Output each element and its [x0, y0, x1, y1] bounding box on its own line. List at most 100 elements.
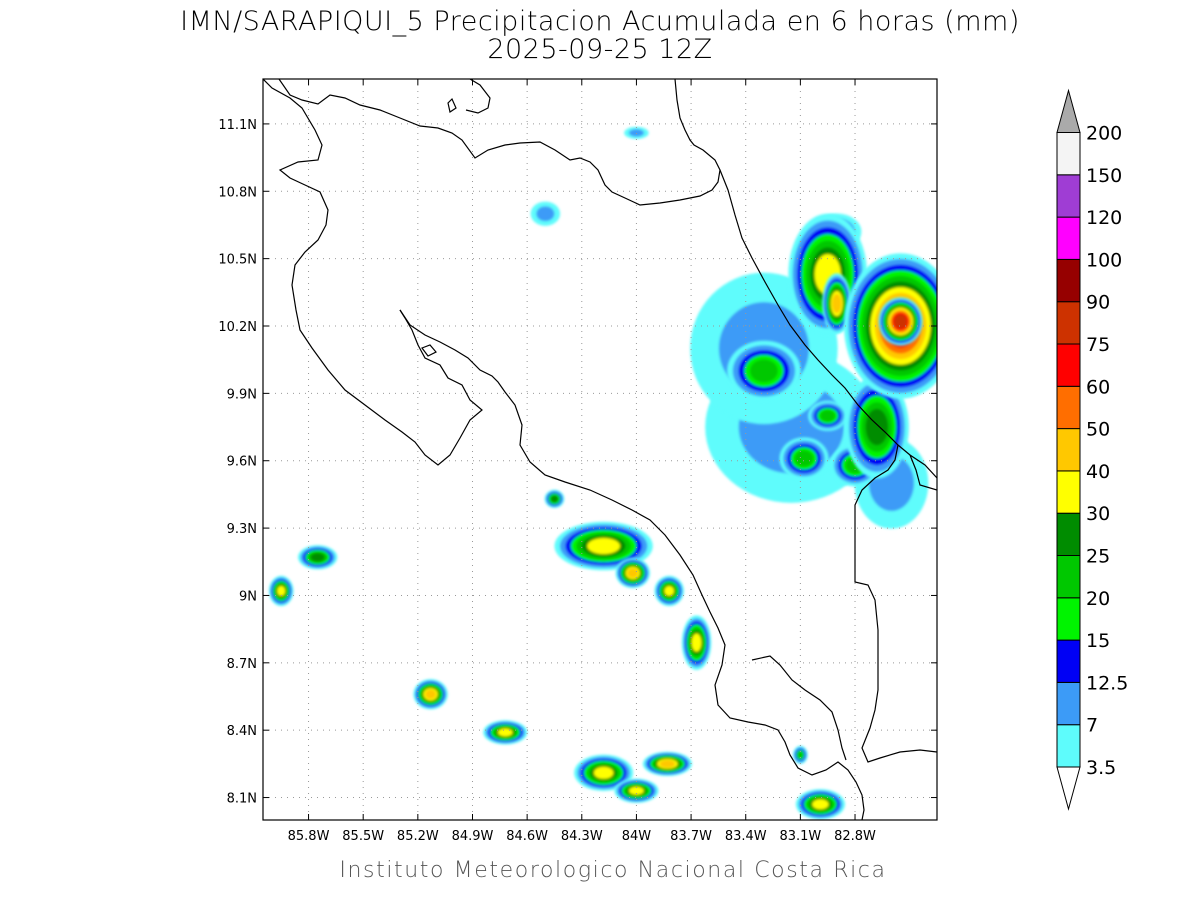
lon-tick-label: 82.8W	[834, 829, 876, 844]
colorbar-swatch	[1056, 385, 1081, 430]
lat-tick-label: 9.9N	[227, 387, 257, 402]
colorbar-label: 15	[1086, 630, 1110, 652]
lat-tick-label: 8.1N	[227, 792, 257, 807]
lon-tick-label: 85.5W	[342, 829, 384, 844]
precip-cell	[574, 754, 634, 792]
precip-cell	[268, 575, 294, 607]
precip-cell	[615, 557, 651, 589]
precipitation-colorbar: 3.5 7 12.5 15 20 25 30 40 50 60 75 90 100 120 150 200	[1056, 88, 1128, 811]
lat-tick-label: 10.8N	[218, 185, 257, 200]
precip-contour	[536, 206, 555, 222]
precip-cell	[793, 745, 808, 764]
colorbar-label: 100	[1086, 249, 1122, 271]
precip-contour	[691, 633, 702, 652]
precip-contour	[497, 728, 513, 737]
lat-tick-label: 11.1N	[218, 118, 257, 133]
colorbar-label: 150	[1086, 165, 1122, 187]
precip-cell	[544, 489, 565, 508]
colorbar-above-arrow	[1056, 88, 1081, 133]
colorbar-swatch	[1056, 470, 1081, 514]
colorbar-swatch	[1056, 132, 1081, 176]
map-title: IMN/SARAPIQUI_5 Precipitacion Acumulada …	[180, 6, 1020, 37]
colorbar-swatch	[1056, 555, 1081, 599]
precip-cell	[878, 297, 923, 346]
lon-tick-label: 84.9W	[452, 829, 494, 844]
precip-contour	[794, 450, 814, 467]
precip-cell	[779, 437, 829, 480]
precip-cell	[530, 201, 561, 226]
coastline-guanacaste	[263, 79, 483, 466]
map-subtitle-date: 2025-09-25 12Z	[487, 34, 712, 65]
colorbar-label: 60	[1086, 376, 1110, 398]
precip-cell	[795, 789, 846, 820]
lat-tick-label: 9.3N	[227, 522, 257, 537]
colorbar-label: 3.5	[1086, 757, 1116, 779]
precip-cell	[844, 375, 909, 479]
precip-contour	[587, 537, 621, 555]
axis-ticks: 85.8W 85.5W 85.2W 84.9W 84.6W 84.3W 84W 83.7W 83…	[218, 79, 937, 844]
border-panama	[854, 444, 937, 763]
precip-cell	[822, 273, 852, 334]
lake-island	[447, 97, 457, 113]
colorbar-label: 75	[1086, 334, 1110, 356]
precip-contour	[425, 689, 437, 700]
precip-cell	[727, 340, 801, 402]
island-chira	[421, 344, 437, 357]
precip-cell	[681, 615, 712, 670]
lon-tick-label: 85.2W	[397, 829, 439, 844]
precip-cell	[297, 545, 338, 570]
precip-cell	[624, 126, 649, 139]
coastline-golfo-dulce	[751, 655, 847, 761]
colorbar-label: 25	[1086, 546, 1110, 568]
lon-tick-label: 83.7W	[670, 829, 712, 844]
lon-tick-label: 83.1W	[779, 829, 821, 844]
precip-contour	[894, 314, 908, 329]
colorbar-swatch	[1056, 216, 1081, 260]
precip-contour	[628, 129, 644, 137]
colorbar-swatch	[1056, 343, 1081, 387]
map-panel: 85.8W 85.5W 85.2W 84.9W 84.6W 84.3W 84W 83.7W 83…	[218, 78, 938, 844]
precip-cell	[808, 400, 848, 431]
lat-tick-label: 9.6N	[227, 455, 257, 470]
graticule	[263, 79, 937, 820]
lat-tick-label: 8.4N	[227, 724, 257, 739]
credit-text: Instituto Meteorologico Nacional Costa R…	[339, 858, 886, 883]
lon-tick-label: 84W	[622, 829, 652, 844]
colorbar-label: 200	[1086, 123, 1122, 145]
precip-contour	[277, 585, 286, 597]
coastlines-and-borders	[263, 79, 937, 820]
precip-cell	[483, 720, 528, 745]
lon-tick-label: 84.3W	[561, 829, 603, 844]
lat-tick-label: 8.7N	[227, 657, 257, 672]
precip-contour	[865, 408, 889, 446]
lon-tick-label: 84.6W	[506, 829, 548, 844]
precip-contour	[310, 553, 325, 562]
colorbar-label: 90	[1086, 292, 1110, 314]
precipitation-field	[268, 126, 937, 820]
colorbar-swatch	[1056, 724, 1081, 768]
lat-tick-label: 10.2N	[218, 320, 257, 335]
colorbar-label: 7	[1086, 715, 1098, 737]
precip-contour	[659, 759, 676, 768]
colorbar-label: 50	[1086, 419, 1110, 441]
colorbar-swatch	[1056, 681, 1081, 726]
precip-cell	[554, 521, 653, 571]
precip-contour	[627, 568, 639, 578]
precip-cell	[614, 778, 659, 803]
colorbar-swatch	[1056, 428, 1081, 472]
colorbar-swatch	[1056, 512, 1081, 557]
precip-contour	[812, 799, 829, 810]
precip-contour	[820, 410, 836, 422]
border-panama-north	[909, 454, 937, 491]
colorbar-label: 40	[1086, 461, 1110, 483]
colorbar-label: 30	[1086, 503, 1110, 525]
lon-tick-label: 85.8W	[288, 829, 330, 844]
map-frame	[262, 78, 938, 821]
coastline-gulf-nicoya	[399, 309, 865, 820]
precip-contour	[593, 766, 614, 779]
colorbar-label: 12.5	[1086, 672, 1128, 694]
colorbar-swatch	[1056, 301, 1081, 345]
colorbar-label: 20	[1086, 588, 1110, 610]
precip-cell	[413, 679, 448, 710]
